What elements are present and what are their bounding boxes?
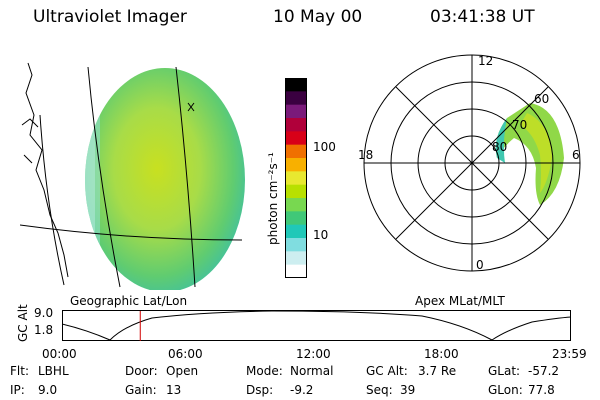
coastline-detail <box>21 118 39 164</box>
gain-label: Gain: <box>125 383 157 397</box>
time-tick-0000: 00:00 <box>42 347 77 361</box>
colorbar-segment <box>285 144 307 159</box>
mlt-label-18: 18 <box>358 148 373 162</box>
time-tick-1200: 12:00 <box>296 347 331 361</box>
gc-alt-label: GC Alt: <box>366 364 408 378</box>
dsp-value: -9.2 <box>290 383 314 397</box>
observation-time: 03:41:38 UT <box>430 7 535 27</box>
geographic-auroral-image <box>20 62 245 290</box>
colorbar-tick-label-10: 10 <box>313 228 329 242</box>
subsatellite-marker-icon <box>187 102 195 112</box>
instrument-title: Ultraviolet Imager <box>33 7 187 27</box>
colorbar-segment <box>285 211 307 226</box>
colorbar-segment <box>285 118 307 132</box>
altitude-chart-frame <box>62 310 571 341</box>
observation-date: 10 May 00 <box>273 7 363 27</box>
door-value: Open <box>166 364 199 378</box>
auroral-emission <box>495 103 564 205</box>
glat-label: GLat: <box>488 364 521 378</box>
gc-alt-value: 3.7 Re <box>418 364 457 378</box>
colorbar-segment <box>285 171 307 186</box>
colorbar-segment <box>285 198 307 212</box>
colorbar-segment <box>285 104 307 119</box>
time-tick-2359: 23:59 <box>552 347 587 361</box>
latitude-line <box>20 224 243 241</box>
longitude-line <box>175 66 196 288</box>
ip-label: IP: <box>10 383 25 397</box>
colorbar-segment <box>285 184 307 199</box>
glon-value: 77.8 <box>528 383 555 397</box>
time-tick-0600: 06:00 <box>168 347 203 361</box>
altitude-chart <box>62 310 572 341</box>
seq-value: 39 <box>400 383 416 397</box>
colorbar-segment <box>285 78 307 92</box>
geographic-panel-label: Geographic Lat/Lon <box>70 294 188 308</box>
coastline <box>25 62 69 278</box>
mlt-label-12: 12 <box>478 54 493 68</box>
longitude-line <box>39 114 65 286</box>
dsp-label: Dsp: <box>246 383 274 397</box>
colorbar-segment <box>285 251 307 266</box>
colorbar-segment <box>285 264 307 278</box>
colorbar-tick-label-100: 100 <box>313 140 336 154</box>
colorbar-segment <box>285 91 307 106</box>
altitude-axis-label: GC Alt <box>16 304 30 342</box>
mode-value: Normal <box>290 364 334 378</box>
auroral-emission-edge <box>495 118 507 163</box>
colorbar-unit-label: photon cm⁻²s⁻¹ <box>266 152 280 245</box>
altitude-tick-high: 9.0 <box>34 306 54 320</box>
seq-label: Seq: <box>366 383 393 397</box>
glat-value: -57.2 <box>528 364 560 378</box>
glon-label: GLon: <box>488 383 523 397</box>
gain-value: 13 <box>166 383 182 397</box>
mlt-diagonal-line <box>395 86 549 240</box>
mlt-label-0: 0 <box>476 258 484 272</box>
mlat-label-60: 60 <box>534 92 549 106</box>
limb-noise <box>85 68 100 290</box>
altitude-tick-low: 1.8 <box>34 323 54 337</box>
time-tick-1800: 18:00 <box>424 347 459 361</box>
earth-disc <box>85 68 245 290</box>
mode-label: Mode: <box>246 364 283 378</box>
colorbar <box>285 78 307 278</box>
colorbar-segment <box>285 224 307 239</box>
colorbar-segment <box>285 158 307 172</box>
polar-panel-label: Apex MLat/MLT <box>415 294 505 308</box>
polar-mlt-plot: 12 18 6 0 60 70 80 <box>358 54 581 272</box>
longitude-line <box>87 66 121 288</box>
altitude-curve <box>62 310 572 341</box>
filter-label: Flt: <box>10 364 29 378</box>
colorbar-segment <box>285 238 307 252</box>
door-label: Door: <box>125 364 158 378</box>
mlt-label-6: 6 <box>572 148 580 162</box>
ip-value: 9.0 <box>38 383 58 397</box>
filter-value: LBHL <box>38 364 69 378</box>
mlat-label-70: 70 <box>512 118 527 132</box>
auroral-emission-core <box>520 113 552 193</box>
mlat-label-80: 80 <box>492 140 507 154</box>
colorbar-segment <box>285 131 307 146</box>
